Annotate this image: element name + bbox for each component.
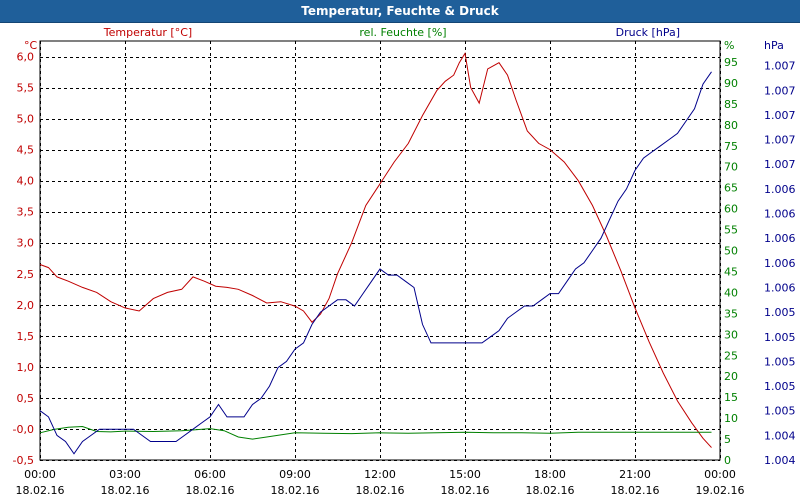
pressure-axis-tick-label: 1.006 bbox=[764, 183, 796, 196]
series-line-temperature bbox=[39, 51, 712, 448]
humidity-axis-tick-label: 75 bbox=[724, 140, 738, 153]
x-axis-tick-time: 12:00 bbox=[364, 468, 396, 481]
humidity-axis-tick-label: 5 bbox=[724, 433, 731, 446]
humidity-axis-tick-label: 40 bbox=[724, 286, 738, 299]
left-axis-tick-label: 5,0 bbox=[17, 113, 35, 126]
x-axis-tick-date: 18.02.16 bbox=[16, 484, 65, 497]
left-axis-tick-label: 4,0 bbox=[17, 175, 35, 188]
humidity-axis-tick-label: 10 bbox=[724, 412, 738, 425]
left-axis-tick-label: 5,5 bbox=[17, 82, 35, 95]
x-axis-tick-date: 18.02.16 bbox=[101, 484, 150, 497]
pressure-axis-tick-label: 1.006 bbox=[764, 281, 796, 294]
humidity-axis-tick-label: 60 bbox=[724, 203, 738, 216]
x-axis-tick-date: 19.02.16 bbox=[696, 484, 745, 497]
humidity-axis-tick-label: 30 bbox=[724, 328, 738, 341]
pressure-axis-tick-label: 1.007 bbox=[764, 60, 796, 73]
legend-label-pressure: Druck [hPa] bbox=[616, 26, 680, 39]
pressure-axis-tick-label: 1.006 bbox=[764, 257, 796, 270]
humidity-axis-tick-label: 50 bbox=[724, 245, 738, 258]
chart-canvas: -0,5 -0,0 0,5 1,0 1,5 2,0 2,5 3,0 3,5 4,0 4,5 5,0 5,… bbox=[13, 26, 796, 497]
x-axis-tick-date: 18.02.16 bbox=[526, 484, 575, 497]
pressure-axis-tick-label: 1.007 bbox=[764, 84, 796, 97]
humidity-axis-tick-label: 65 bbox=[724, 182, 738, 195]
left-axis-tick-label: 4,5 bbox=[17, 144, 35, 157]
pressure-axis-tick-label: 1.005 bbox=[764, 331, 796, 344]
humidity-axis-tick-label: 45 bbox=[724, 265, 738, 278]
left-axis-tick-label: 2,0 bbox=[17, 299, 35, 312]
series-line-pressure bbox=[39, 71, 712, 455]
pressure-axis-tick-label: 1.007 bbox=[764, 109, 796, 122]
x-axis-tick-time: 21:00 bbox=[619, 468, 651, 481]
x-axis-tick-time: 00:00 bbox=[24, 468, 56, 481]
humidity-axis-tick-label: 15 bbox=[724, 391, 738, 404]
pressure-axis-tick-label: 1.006 bbox=[764, 208, 796, 221]
pressure-axis-tick-label: 1.004 bbox=[764, 429, 796, 442]
pressure-axis-tick-label: 1.005 bbox=[764, 380, 796, 393]
x-axis-tick-date: 18.02.16 bbox=[356, 484, 405, 497]
x-axis-tick-time: 15:00 bbox=[449, 468, 481, 481]
humidity-axis-tick-label: 80 bbox=[724, 119, 738, 132]
x-axis-tick-time: 03:00 bbox=[109, 468, 141, 481]
pressure-axis-tick-label: 1.006 bbox=[764, 232, 796, 245]
x-axis-tick-time: 09:00 bbox=[279, 468, 311, 481]
legend-label-humidity: rel. Feuchte [%] bbox=[359, 26, 446, 39]
axis-labels: -0,5 -0,0 0,5 1,0 1,5 2,0 2,5 3,0 3,5 4,0 4,5 5,0 5,… bbox=[13, 26, 796, 497]
pressure-axis-tick-label: 1.005 bbox=[764, 405, 796, 418]
series-line-humidity bbox=[39, 425, 712, 440]
pressure-axis-tick-label: 1.007 bbox=[764, 158, 796, 171]
left-axis-tick-label: 0,5 bbox=[17, 392, 35, 405]
left-axis-tick-label: 1,0 bbox=[17, 361, 35, 374]
x-axis-tick-date: 18.02.16 bbox=[441, 484, 490, 497]
humidity-axis-unit: % bbox=[724, 39, 734, 52]
left-axis-tick-label: 2,5 bbox=[17, 268, 35, 281]
humidity-axis-tick-label: 70 bbox=[724, 161, 738, 174]
x-axis-tick-date: 18.02.16 bbox=[271, 484, 320, 497]
left-axis-tick-label: -0,5 bbox=[13, 454, 34, 467]
pressure-axis-tick-label: 1.007 bbox=[764, 134, 796, 147]
x-axis-tick-date: 18.02.16 bbox=[611, 484, 660, 497]
left-axis-tick-label: 3,0 bbox=[17, 237, 35, 250]
left-axis-tick-label: -0,0 bbox=[13, 423, 34, 436]
humidity-axis-tick-label: 35 bbox=[724, 307, 738, 320]
x-axis-tick-date: 18.02.16 bbox=[186, 484, 235, 497]
humidity-axis-tick-label: 25 bbox=[724, 349, 738, 362]
left-axis-tick-label: 3,5 bbox=[17, 206, 35, 219]
window-title: Temperatur, Feuchte & Druck bbox=[0, 0, 800, 23]
pressure-axis-tick-label: 1.005 bbox=[764, 306, 796, 319]
pressure-axis-tick-label: 1.005 bbox=[764, 355, 796, 368]
left-axis-tick-label: 1,5 bbox=[17, 330, 35, 343]
humidity-axis-tick-label: 90 bbox=[724, 77, 738, 90]
grid-lines bbox=[39, 40, 721, 461]
pressure-axis-tick-label: 1.004 bbox=[764, 454, 796, 467]
humidity-axis-tick-label: 20 bbox=[724, 370, 738, 383]
left-axis-unit: °C bbox=[24, 39, 38, 52]
pressure-axis-unit: hPa bbox=[764, 39, 784, 52]
humidity-axis-tick-label: 55 bbox=[724, 224, 738, 237]
left-axis-tick-label: 6,0 bbox=[17, 51, 35, 64]
series-layer bbox=[39, 51, 712, 455]
humidity-axis-tick-label: 85 bbox=[724, 98, 738, 111]
x-axis-tick-time: 06:00 bbox=[194, 468, 226, 481]
legend-label-temperature: Temperatur [°C] bbox=[103, 26, 192, 39]
humidity-axis-tick-label: 95 bbox=[724, 56, 738, 69]
humidity-axis-tick-label: 0 bbox=[724, 454, 731, 467]
x-axis-tick-time: 00:00 bbox=[704, 468, 736, 481]
x-axis-tick-time: 18:00 bbox=[534, 468, 566, 481]
